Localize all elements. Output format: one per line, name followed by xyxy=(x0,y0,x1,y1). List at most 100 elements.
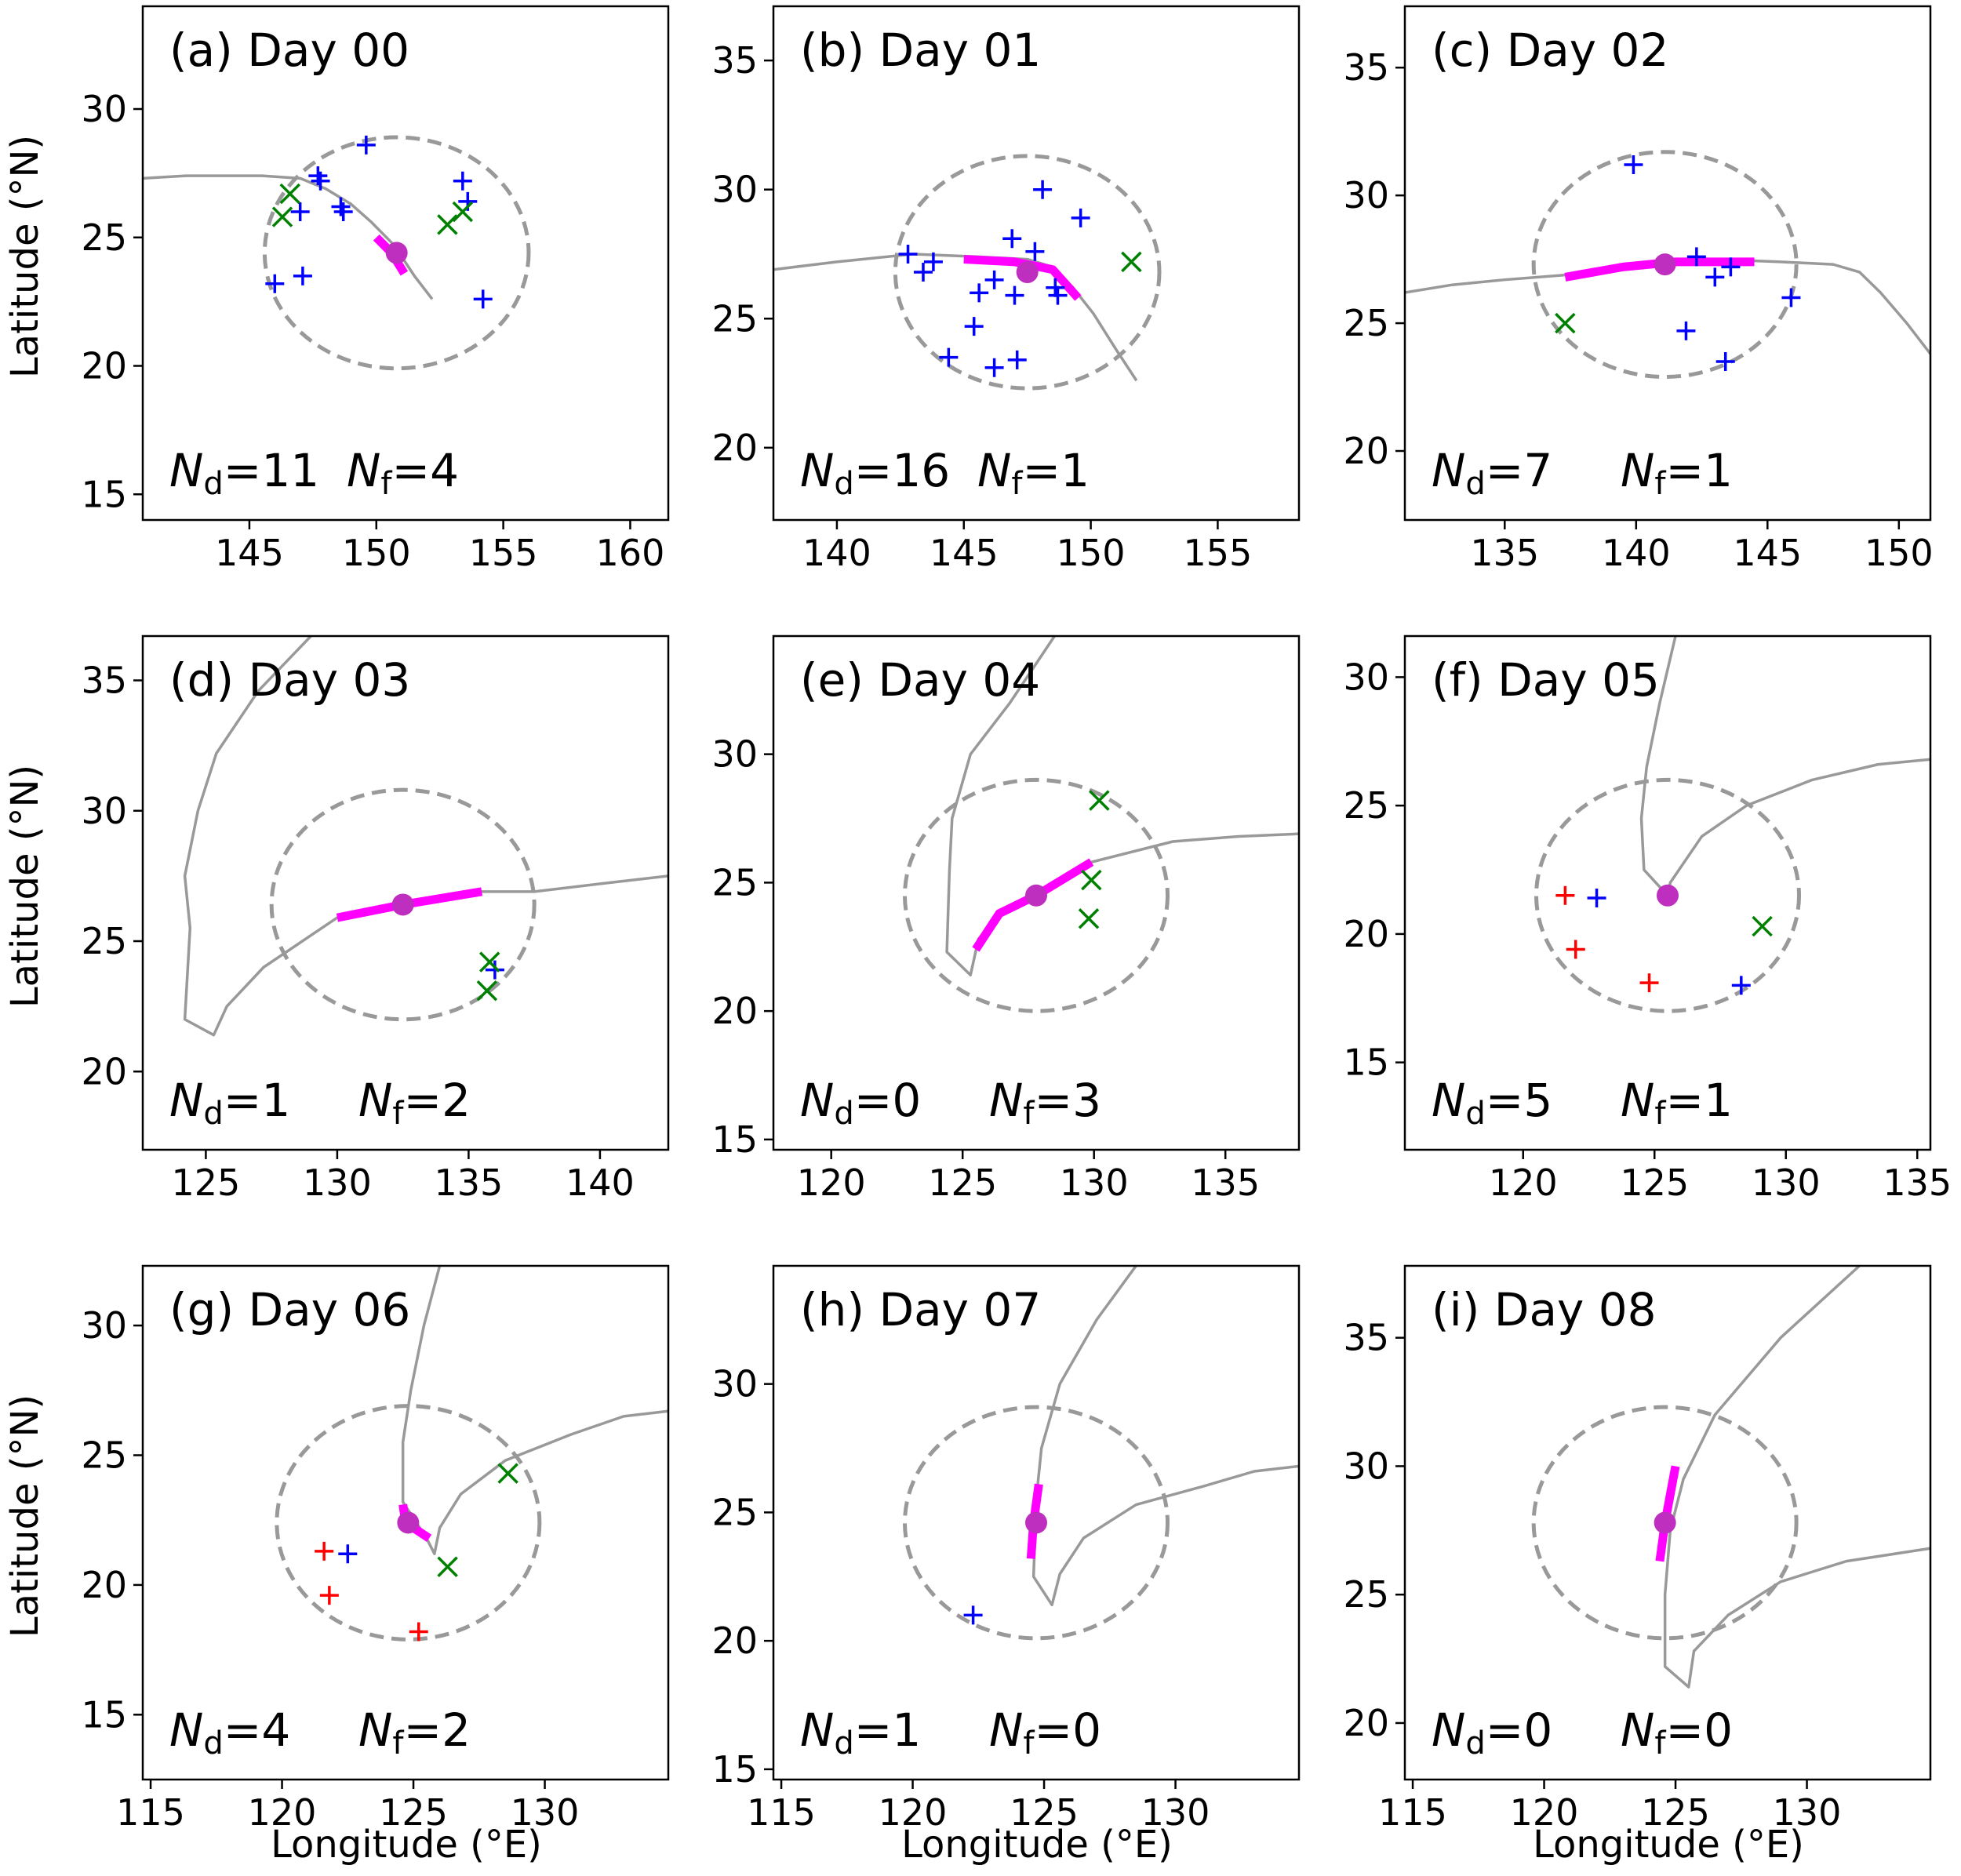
blue-plus-marker xyxy=(338,1544,358,1564)
panel-frame xyxy=(772,5,1301,522)
y-tick-label: 30 xyxy=(1343,1445,1389,1487)
y-tick-label: 20 xyxy=(711,990,758,1032)
search-radius-circle xyxy=(903,1405,1170,1641)
blue-plus-marker xyxy=(1676,321,1696,340)
y-tick-label: 30 xyxy=(1343,656,1389,698)
y-tick-label: 30 xyxy=(1343,174,1389,216)
blue-plus-marker xyxy=(485,960,504,980)
search-radius-circle xyxy=(1531,1405,1799,1641)
count-label: Nd=0 Nf=0 xyxy=(1432,1703,1733,1761)
blue-plus-marker xyxy=(1046,278,1065,297)
blue-plus-marker xyxy=(1048,285,1068,305)
x-tick-label: 120 xyxy=(1489,1162,1558,1204)
panel-title: (f) Day 05 xyxy=(1432,653,1660,707)
panel-frame xyxy=(141,1264,670,1781)
y-tick-label: 20 xyxy=(1343,913,1389,955)
blue-plus-marker xyxy=(1033,180,1053,199)
x-tick-label: 125 xyxy=(171,1162,240,1204)
panel-title: (d) Day 03 xyxy=(169,653,410,707)
y-tick-label: 20 xyxy=(1343,430,1389,472)
blue-plus-marker xyxy=(1705,267,1725,287)
x-axis-label-col1: Longitude (°E) xyxy=(271,1823,542,1867)
y-tick-label: 20 xyxy=(81,1564,127,1606)
panel-frame xyxy=(772,634,1301,1151)
x-tick-label: 125 xyxy=(379,1791,448,1834)
plot-area xyxy=(903,636,1299,1013)
x-tick-label: 135 xyxy=(434,1162,503,1204)
x-tick-label: 115 xyxy=(1378,1791,1447,1834)
y-tick-label: 15 xyxy=(711,1118,758,1161)
y-tick-label: 25 xyxy=(1343,302,1389,344)
green-x-marker xyxy=(1121,251,1142,273)
x-axis-label-col2: Longitude (°E) xyxy=(901,1823,1173,1867)
search-radius-circle xyxy=(1534,777,1801,1013)
y-tick-label: 15 xyxy=(81,473,127,515)
y-tick-label: 30 xyxy=(81,88,127,130)
panel-frame xyxy=(141,634,670,1151)
y-tick-label: 30 xyxy=(81,790,127,832)
track-line xyxy=(945,636,1299,977)
x-tick-label: 125 xyxy=(1010,1791,1079,1834)
blue-plus-marker xyxy=(984,358,1004,377)
y-tick-label: 15 xyxy=(1343,1042,1389,1084)
blue-plus-marker xyxy=(913,263,933,282)
storm-center-marker xyxy=(1016,261,1039,284)
x-tick-label: 120 xyxy=(879,1791,948,1834)
plot-area xyxy=(143,135,531,371)
x-tick-label: 115 xyxy=(116,1791,185,1834)
x-tick-label: 130 xyxy=(303,1162,372,1204)
x-tick-label: 145 xyxy=(1733,532,1802,574)
panel-i: 115 120 125 130 20 25 30 35 (i) Day 08 Nd=0 Nf=0 xyxy=(1343,1264,1932,1834)
storm-center-marker xyxy=(397,1511,420,1534)
x-tick-label: 150 xyxy=(1057,532,1126,574)
storm-center-marker xyxy=(1025,884,1047,907)
x-tick-label: 155 xyxy=(469,532,538,574)
panel-title: (g) Day 06 xyxy=(169,1283,410,1336)
track-line xyxy=(1639,636,1930,897)
blue-plus-marker xyxy=(1071,208,1090,227)
x-tick-label: 115 xyxy=(747,1791,816,1834)
x-tick-label: 145 xyxy=(930,532,999,574)
red-plus-marker xyxy=(315,1541,334,1561)
x-tick-label: 125 xyxy=(1641,1791,1710,1834)
panel-frame xyxy=(1403,634,1932,1151)
y-tick-label: 35 xyxy=(711,39,758,82)
count-label: Nd=16 Nf=1 xyxy=(800,444,1090,502)
search-radius-circle xyxy=(1531,150,1799,380)
track-line xyxy=(1663,1266,1930,1689)
plot-area xyxy=(903,1266,1299,1641)
track-segment xyxy=(972,858,1094,952)
red-plus-marker xyxy=(1555,885,1575,905)
blue-plus-marker xyxy=(1715,351,1735,371)
search-radius-circle xyxy=(903,777,1170,1013)
count-label: Nd=4 Nf=2 xyxy=(169,1703,471,1761)
panel-frame xyxy=(141,5,670,522)
green-x-marker xyxy=(1081,869,1102,891)
blue-plus-marker xyxy=(473,289,493,309)
panel-title: (a) Day 00 xyxy=(169,24,409,77)
green-x-marker xyxy=(271,206,293,227)
panel-f: 120 125 130 135 15 20 25 30 (f) Day 05 Nd=5 Nf=1 xyxy=(1343,634,1952,1204)
blue-plus-marker xyxy=(356,135,376,155)
panel-title: (c) Day 02 xyxy=(1432,24,1668,77)
x-tick-label: 130 xyxy=(1060,1162,1129,1204)
x-tick-label: 120 xyxy=(1510,1791,1579,1834)
plot-area xyxy=(1534,636,1930,1013)
y-tick-label: 15 xyxy=(81,1693,127,1736)
y-tick-label: 25 xyxy=(81,216,127,259)
blue-plus-marker xyxy=(265,274,285,293)
count-label: Nd=1 Nf=2 xyxy=(169,1074,471,1132)
x-tick-label: 135 xyxy=(1191,1162,1260,1204)
y-tick-label: 30 xyxy=(711,733,758,776)
blue-plus-marker xyxy=(964,317,984,336)
plot-area xyxy=(1405,150,1930,380)
blue-plus-marker xyxy=(1002,229,1022,249)
panel-c: 135 140 145 150 20 25 30 35 (c) Day 02 Nd=7 Nf=1 xyxy=(1343,5,1934,574)
blue-plus-marker xyxy=(970,283,989,303)
blue-plus-marker xyxy=(984,270,1004,289)
storm-center-marker xyxy=(1654,253,1676,276)
y-axis-label-row1: Latitude (°N) xyxy=(3,135,47,378)
x-tick-label: 130 xyxy=(511,1791,580,1834)
red-plus-marker xyxy=(1566,940,1585,959)
count-label: Nd=5 Nf=1 xyxy=(1432,1074,1733,1132)
